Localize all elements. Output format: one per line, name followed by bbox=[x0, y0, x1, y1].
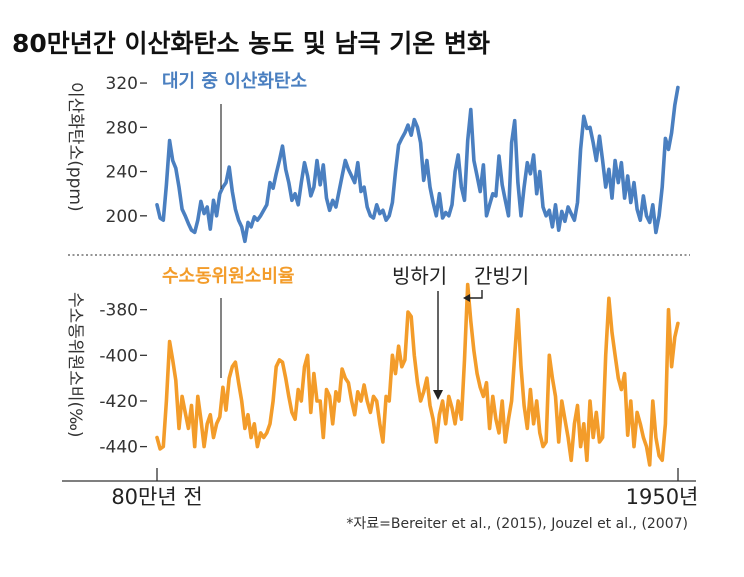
glacial-annotation: 빙하기 bbox=[392, 264, 447, 288]
x-label-start: 80만년 전 bbox=[111, 485, 202, 509]
co2-y-tick-label: 240 bbox=[106, 163, 138, 183]
co2-series-line bbox=[155, 85, 680, 244]
isotope-y-tick-label: -380 bbox=[99, 301, 138, 321]
isotope-series-line bbox=[155, 282, 680, 467]
isotope-y-axis-title: 수소동위원소비(‰) bbox=[65, 292, 85, 438]
interglacial-arrow-head bbox=[463, 294, 470, 302]
co2-series-label: 대기 중 이산화탄소 bbox=[162, 71, 307, 92]
isotope-y-tick-label: -400 bbox=[99, 346, 138, 366]
co2-y-tick-label: 320 bbox=[106, 74, 138, 94]
isotope-y-tick-label: -440 bbox=[99, 438, 138, 458]
co2-y-tick-label: 280 bbox=[106, 118, 138, 138]
source-note: *자료=Bereiter et al., (2015), Jouzel et a… bbox=[346, 516, 688, 532]
x-label-end: 1950년 bbox=[626, 485, 699, 509]
chart-title: 80만년간 이산화탄소 농도 및 남극 기온 변화 bbox=[12, 29, 490, 58]
isotope-y-ticks: -380 -400 -420 -440 bbox=[99, 301, 147, 458]
isotope-y-tick-label: -420 bbox=[99, 392, 138, 412]
co2-panel: 이산화탄소(ppm) 320 280 240 200 대기 중 이산화탄소 bbox=[65, 71, 680, 244]
co2-y-ticks: 320 280 240 200 bbox=[106, 74, 147, 227]
co2-y-axis-title: 이산화탄소(ppm) bbox=[65, 82, 85, 212]
isotope-panel: 수소동위원소비(‰) -380 -400 -420 -440 수소동위원소비율 빙하기… bbox=[65, 264, 680, 467]
isotope-series-label: 수소동위원소비율 bbox=[162, 266, 294, 287]
co2-y-tick-label: 200 bbox=[106, 207, 138, 227]
interglacial-arrow-line bbox=[470, 290, 483, 299]
glacial-arrow-head bbox=[433, 390, 443, 400]
x-axis: 80만년 전 1950년 bbox=[62, 468, 698, 509]
interglacial-annotation: 간빙기 bbox=[474, 264, 529, 288]
